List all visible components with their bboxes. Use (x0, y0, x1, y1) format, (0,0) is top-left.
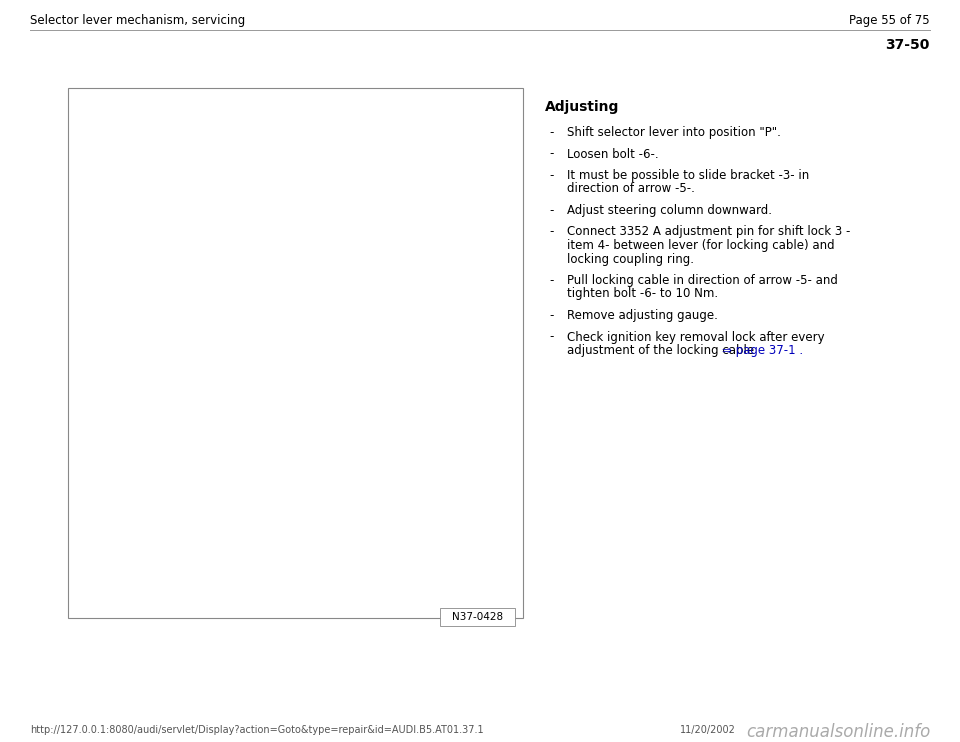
Text: tighten bolt -6- to 10 Nm.: tighten bolt -6- to 10 Nm. (567, 287, 718, 301)
Text: Connect 3352 A adjustment pin for shift lock 3 -: Connect 3352 A adjustment pin for shift … (567, 226, 851, 238)
Text: 11/20/2002: 11/20/2002 (680, 725, 736, 735)
Text: It must be possible to slide bracket -3- in: It must be possible to slide bracket -3-… (567, 169, 809, 182)
Text: -: - (549, 274, 553, 287)
Text: Pull locking cable in direction of arrow -5- and: Pull locking cable in direction of arrow… (567, 274, 838, 287)
Text: -: - (549, 330, 553, 344)
Text: N37-0428: N37-0428 (452, 612, 503, 622)
Text: ⇒ page 37-1 .: ⇒ page 37-1 . (722, 344, 804, 357)
Text: -: - (549, 226, 553, 238)
Text: 37-50: 37-50 (886, 38, 930, 52)
Text: -: - (549, 148, 553, 160)
Text: Check ignition key removal lock after every: Check ignition key removal lock after ev… (567, 330, 825, 344)
Text: Selector lever mechanism, servicing: Selector lever mechanism, servicing (30, 14, 245, 27)
Text: -: - (549, 204, 553, 217)
Text: direction of arrow -5-.: direction of arrow -5-. (567, 183, 695, 195)
Text: http://127.0.0.1:8080/audi/servlet/Display?action=Goto&type=repair&id=AUDI.B5.AT: http://127.0.0.1:8080/audi/servlet/Displ… (30, 725, 484, 735)
Text: carmanualsonline.info: carmanualsonline.info (746, 723, 930, 741)
Text: Shift selector lever into position "P".: Shift selector lever into position "P". (567, 126, 780, 139)
Text: Remove adjusting gauge.: Remove adjusting gauge. (567, 309, 718, 322)
Text: Page 55 of 75: Page 55 of 75 (850, 14, 930, 27)
Text: locking coupling ring.: locking coupling ring. (567, 252, 694, 266)
Text: Adjust steering column downward.: Adjust steering column downward. (567, 204, 772, 217)
Bar (68, 88, 523, 618)
Text: item 4- between lever (for locking cable) and: item 4- between lever (for locking cable… (567, 239, 834, 252)
Text: Adjusting: Adjusting (545, 100, 619, 114)
Text: adjustment of the locking cable: adjustment of the locking cable (567, 344, 757, 357)
Text: -: - (549, 309, 553, 322)
Text: -: - (549, 126, 553, 139)
Text: -: - (549, 169, 553, 182)
Bar (440, 608, 515, 626)
Text: Loosen bolt -6-.: Loosen bolt -6-. (567, 148, 659, 160)
